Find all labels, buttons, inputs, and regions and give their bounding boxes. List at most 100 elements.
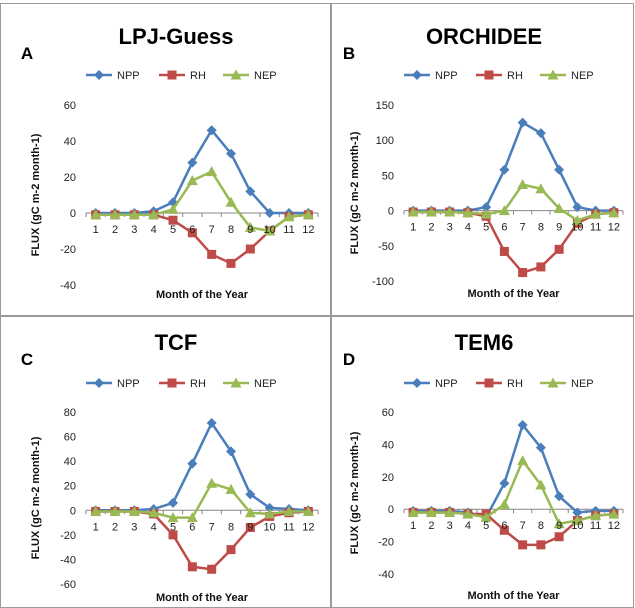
legend-triangle-marker <box>230 69 242 80</box>
legend-item-rh: RH <box>159 378 206 390</box>
chart-title: TCF <box>155 330 198 355</box>
x-tick-label: 11 <box>283 224 294 236</box>
y-tick-label: -40 <box>60 554 76 566</box>
nep-point <box>264 225 276 236</box>
nep-point <box>444 206 456 217</box>
x-tick-label: 8 <box>538 520 544 532</box>
legend-label: NEP <box>254 378 277 390</box>
nep-point <box>244 221 256 232</box>
y-tick-label: 60 <box>64 432 76 444</box>
legend-square-marker <box>167 70 177 80</box>
series-line-nep <box>413 183 614 222</box>
nep-point <box>480 511 492 522</box>
nep-point <box>517 455 529 466</box>
panel-c: TCF C NPP RH NEP 80 60 40 20 0 -20 -40 -60 1 2 3 4 5 6 7 8 9 1… <box>0 316 331 608</box>
nep-point <box>571 515 583 526</box>
y-tick-label: 20 <box>64 481 76 493</box>
x-tick-label: 10 <box>264 224 276 236</box>
y-tick-label: 40 <box>382 439 394 451</box>
y-tick-label: -40 <box>60 280 76 292</box>
nep-point <box>608 207 620 218</box>
npp-point <box>206 418 217 429</box>
npp-point <box>554 164 565 175</box>
x-tick-label: 6 <box>501 222 507 234</box>
nep-point <box>283 506 295 517</box>
x-tick-label: 3 <box>131 224 137 236</box>
nep-point <box>498 205 510 216</box>
x-tick-label: 11 <box>283 521 294 533</box>
y-tick-label: 0 <box>388 504 394 516</box>
x-tick-label: 3 <box>447 222 453 234</box>
nep-point <box>283 211 295 222</box>
rh-point <box>168 215 178 225</box>
rh-point <box>518 268 528 278</box>
legend-item-rh: RH <box>476 70 523 82</box>
x-tick-label: 11 <box>590 222 601 234</box>
legend-diamond-marker <box>94 70 104 80</box>
y-tick-label: 80 <box>64 407 76 419</box>
y-tick-label: -20 <box>378 537 394 549</box>
nep-point <box>407 506 419 517</box>
nep-point <box>244 507 256 518</box>
npp-point <box>572 507 583 518</box>
legend-diamond-marker <box>94 378 104 388</box>
npp-point <box>264 502 275 513</box>
series-line-rh <box>413 210 614 274</box>
y-tick-label: -20 <box>60 244 76 256</box>
npp-point <box>245 186 256 197</box>
panel-letter: C <box>21 350 33 369</box>
series-line-rh <box>95 510 309 571</box>
y-tick-label: 0 <box>70 208 76 220</box>
legend-item-nep: NEP <box>223 69 277 82</box>
legend-triangle-marker <box>547 69 559 80</box>
rh-point <box>226 545 236 555</box>
nep-point <box>264 508 276 519</box>
nep-point <box>186 175 198 186</box>
series-line-nep <box>95 482 309 519</box>
nep-point <box>590 510 602 521</box>
y-tick-label: -100 <box>372 276 394 288</box>
series-line-rh <box>413 511 614 547</box>
chart-svg-b: ORCHIDEE B NPP RH NEP 150 100 50 0 -50 -100 1 2 3 4 5 6 7… <box>343 24 624 300</box>
x-tick-label: 4 <box>465 520 471 532</box>
legend-label: NEP <box>571 70 594 82</box>
y-axis-title: FLUX (gC m-2 month-1) <box>349 431 361 554</box>
legend-diamond-marker <box>412 70 422 80</box>
npp-point <box>168 497 178 508</box>
nep-point <box>608 508 620 519</box>
legend-label: NPP <box>435 378 458 390</box>
y-axis-title: FLUX (gC m-2 month-1) <box>30 133 42 256</box>
x-tick-label: 4 <box>151 224 157 236</box>
x-tick-label: 7 <box>209 224 215 236</box>
nep-point <box>407 206 419 217</box>
nep-point <box>128 506 140 517</box>
nep-point <box>90 209 102 220</box>
y-tick-label: -60 <box>60 579 76 591</box>
npp-point <box>517 419 528 430</box>
x-tick-label: 7 <box>520 520 526 532</box>
x-tick-label: 11 <box>590 520 601 532</box>
x-axis-title: Month of the Year <box>467 590 560 602</box>
npp-point <box>535 128 546 139</box>
x-tick-label: 12 <box>608 222 620 234</box>
x-tick-label: 1 <box>410 222 416 234</box>
npp-point <box>572 202 583 213</box>
nep-point <box>498 498 510 509</box>
x-tick-label: 4 <box>151 521 157 533</box>
y-tick-label: 40 <box>64 456 76 468</box>
x-tick-label: 10 <box>571 222 583 234</box>
nep-point <box>90 506 102 517</box>
x-tick-label: 10 <box>264 521 276 533</box>
legend-item-nep: NEP <box>540 69 594 82</box>
npp-point <box>245 489 256 500</box>
legend-label: NPP <box>435 70 458 82</box>
x-tick-label: 5 <box>483 222 489 234</box>
rh-point <box>499 246 509 256</box>
x-tick-label: 9 <box>247 521 253 533</box>
legend-label: NEP <box>571 378 594 390</box>
npp-point <box>187 157 198 168</box>
legend-square-marker <box>167 378 177 388</box>
